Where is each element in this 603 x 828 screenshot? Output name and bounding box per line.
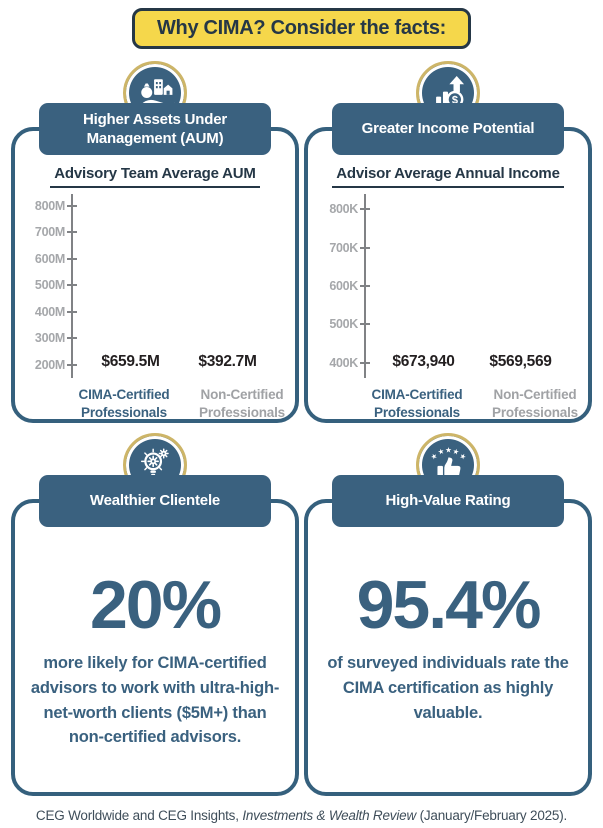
- y-axis-tick-label: 700K: [329, 240, 358, 255]
- panel-header-rating: High-Value Rating: [332, 475, 564, 527]
- y-axis-tick-label: 300M: [34, 331, 65, 346]
- y-axis-tick-label: 800K: [329, 202, 358, 217]
- panel-header-income: Greater Income Potential: [332, 103, 564, 155]
- bar-chart-income: 800K 700K 600K 500K 400K $673,940 $569,569: [318, 194, 574, 378]
- bar-value-label: $673,940: [392, 353, 455, 370]
- bar-value-label: $659.5M: [101, 353, 160, 370]
- y-axis-tick-label: 400K: [329, 355, 358, 370]
- stat-description: of surveyed individuals rate the CIMA ce…: [327, 654, 569, 722]
- svg-text:$: $: [452, 94, 458, 106]
- stat-description: more likely for CIMA-certified advisors …: [30, 654, 280, 747]
- chart-title-income: Advisor Average Annual Income: [332, 165, 564, 188]
- top-row: Higher Assets Under Management (AUM) Adv…: [0, 61, 603, 423]
- category-label: Non-Certified Professionals: [199, 387, 285, 420]
- y-axis-tick-mark: [360, 246, 370, 249]
- chart-categories-aum: CIMA-Certified Professionals Non-Certifie…: [71, 386, 295, 422]
- panel-header-label: Greater Income Potential: [361, 120, 535, 138]
- svg-text:★: ★: [429, 451, 439, 462]
- panel-body-aum: Advisory Team Average AUM 800M 700M 600M 50…: [11, 127, 299, 423]
- y-axis-tick-mark: [67, 257, 77, 260]
- panel-body-rating: 95.4% of surveyed individuals rate the C…: [304, 499, 592, 796]
- y-axis-tick-mark: [360, 208, 370, 211]
- panel-rating: ★ ★ ★ ★ ★ High-Value Rating 95.4% of sur…: [304, 433, 592, 796]
- y-axis-tick-label: 400M: [34, 304, 65, 319]
- y-axis-tick-mark: [67, 231, 77, 234]
- y-axis-tick-mark: [360, 323, 370, 326]
- title-banner: Why CIMA? Consider the facts:: [131, 8, 472, 49]
- svg-text:★: ★: [445, 446, 452, 455]
- y-axis-tick-label: 200M: [34, 357, 65, 372]
- panel-header-label: Higher Assets Under Management (AUM): [82, 110, 228, 148]
- y-axis-tick-label: 600M: [34, 251, 65, 266]
- svg-text:★: ★: [458, 451, 468, 462]
- chart-categories-income: CIMA-Certified Professionals Non-Certifie…: [364, 386, 588, 422]
- footnote-prefix: CEG Worldwide and CEG Insights,: [35, 808, 243, 823]
- stat-headline: 95.4%: [356, 567, 542, 643]
- panel-header-label: High-Value Rating: [385, 492, 511, 510]
- bar-value-label: $392.7M: [198, 353, 257, 370]
- source-footnote: CEG Worldwide and CEG Insights, Investme…: [0, 808, 603, 823]
- footnote-publication: Investments & Wealth Review: [242, 808, 417, 823]
- bar-value-label: $569,569: [489, 353, 552, 370]
- panel-header-aum: Higher Assets Under Management (AUM): [39, 103, 271, 155]
- y-axis-tick-mark: [67, 337, 77, 340]
- stat-headline: 20%: [89, 567, 222, 643]
- chart-title-aum: Advisory Team Average AUM: [50, 165, 260, 188]
- svg-text:★: ★: [437, 446, 446, 456]
- y-axis-tick-label: 700M: [34, 225, 65, 240]
- y-axis-tick-mark: [360, 285, 370, 288]
- footnote-suffix: (January/February 2025).: [416, 808, 568, 823]
- y-axis-tick-label: 500M: [34, 278, 65, 293]
- panel-header-label: Wealthier Clientele: [89, 492, 221, 510]
- svg-text:★: ★: [452, 446, 461, 456]
- panel-header-clientele: Wealthier Clientele: [39, 475, 271, 527]
- category-label: CIMA-Certified Professionals: [78, 387, 170, 420]
- y-axis-tick-mark: [67, 204, 77, 207]
- y-axis-tick-label: 600K: [329, 279, 358, 294]
- bar-chart-aum: 800M 700M 600M 500M 400M 300M 200M $659.5M $392.…: [25, 194, 281, 378]
- y-axis-tick-mark: [360, 361, 370, 364]
- y-axis-tick-label: 800M: [34, 198, 65, 213]
- infographic-page: Why CIMA? Consider the facts:: [0, 8, 603, 828]
- y-axis-tick-mark: [67, 284, 77, 287]
- panel-income: $ Greater Income Potential Advisor Avera…: [304, 61, 592, 423]
- panel-body-income: Advisor Average Annual Income 800K 700K 60…: [304, 127, 592, 423]
- panel-clientele: Wealthier Clientele 20% more likely for …: [11, 433, 299, 796]
- y-axis-tick-mark: [67, 310, 77, 313]
- bottom-row: Wealthier Clientele 20% more likely for …: [0, 433, 603, 796]
- category-label: Non-Certified Professionals: [492, 387, 578, 420]
- y-axis-tick-label: 500K: [329, 317, 358, 332]
- panel-body-clientele: 20% more likely for CIMA-certified advis…: [11, 499, 299, 796]
- y-axis-tick-mark: [67, 363, 77, 366]
- category-label: CIMA-Certified Professionals: [371, 387, 463, 420]
- panel-aum: Higher Assets Under Management (AUM) Adv…: [11, 61, 299, 423]
